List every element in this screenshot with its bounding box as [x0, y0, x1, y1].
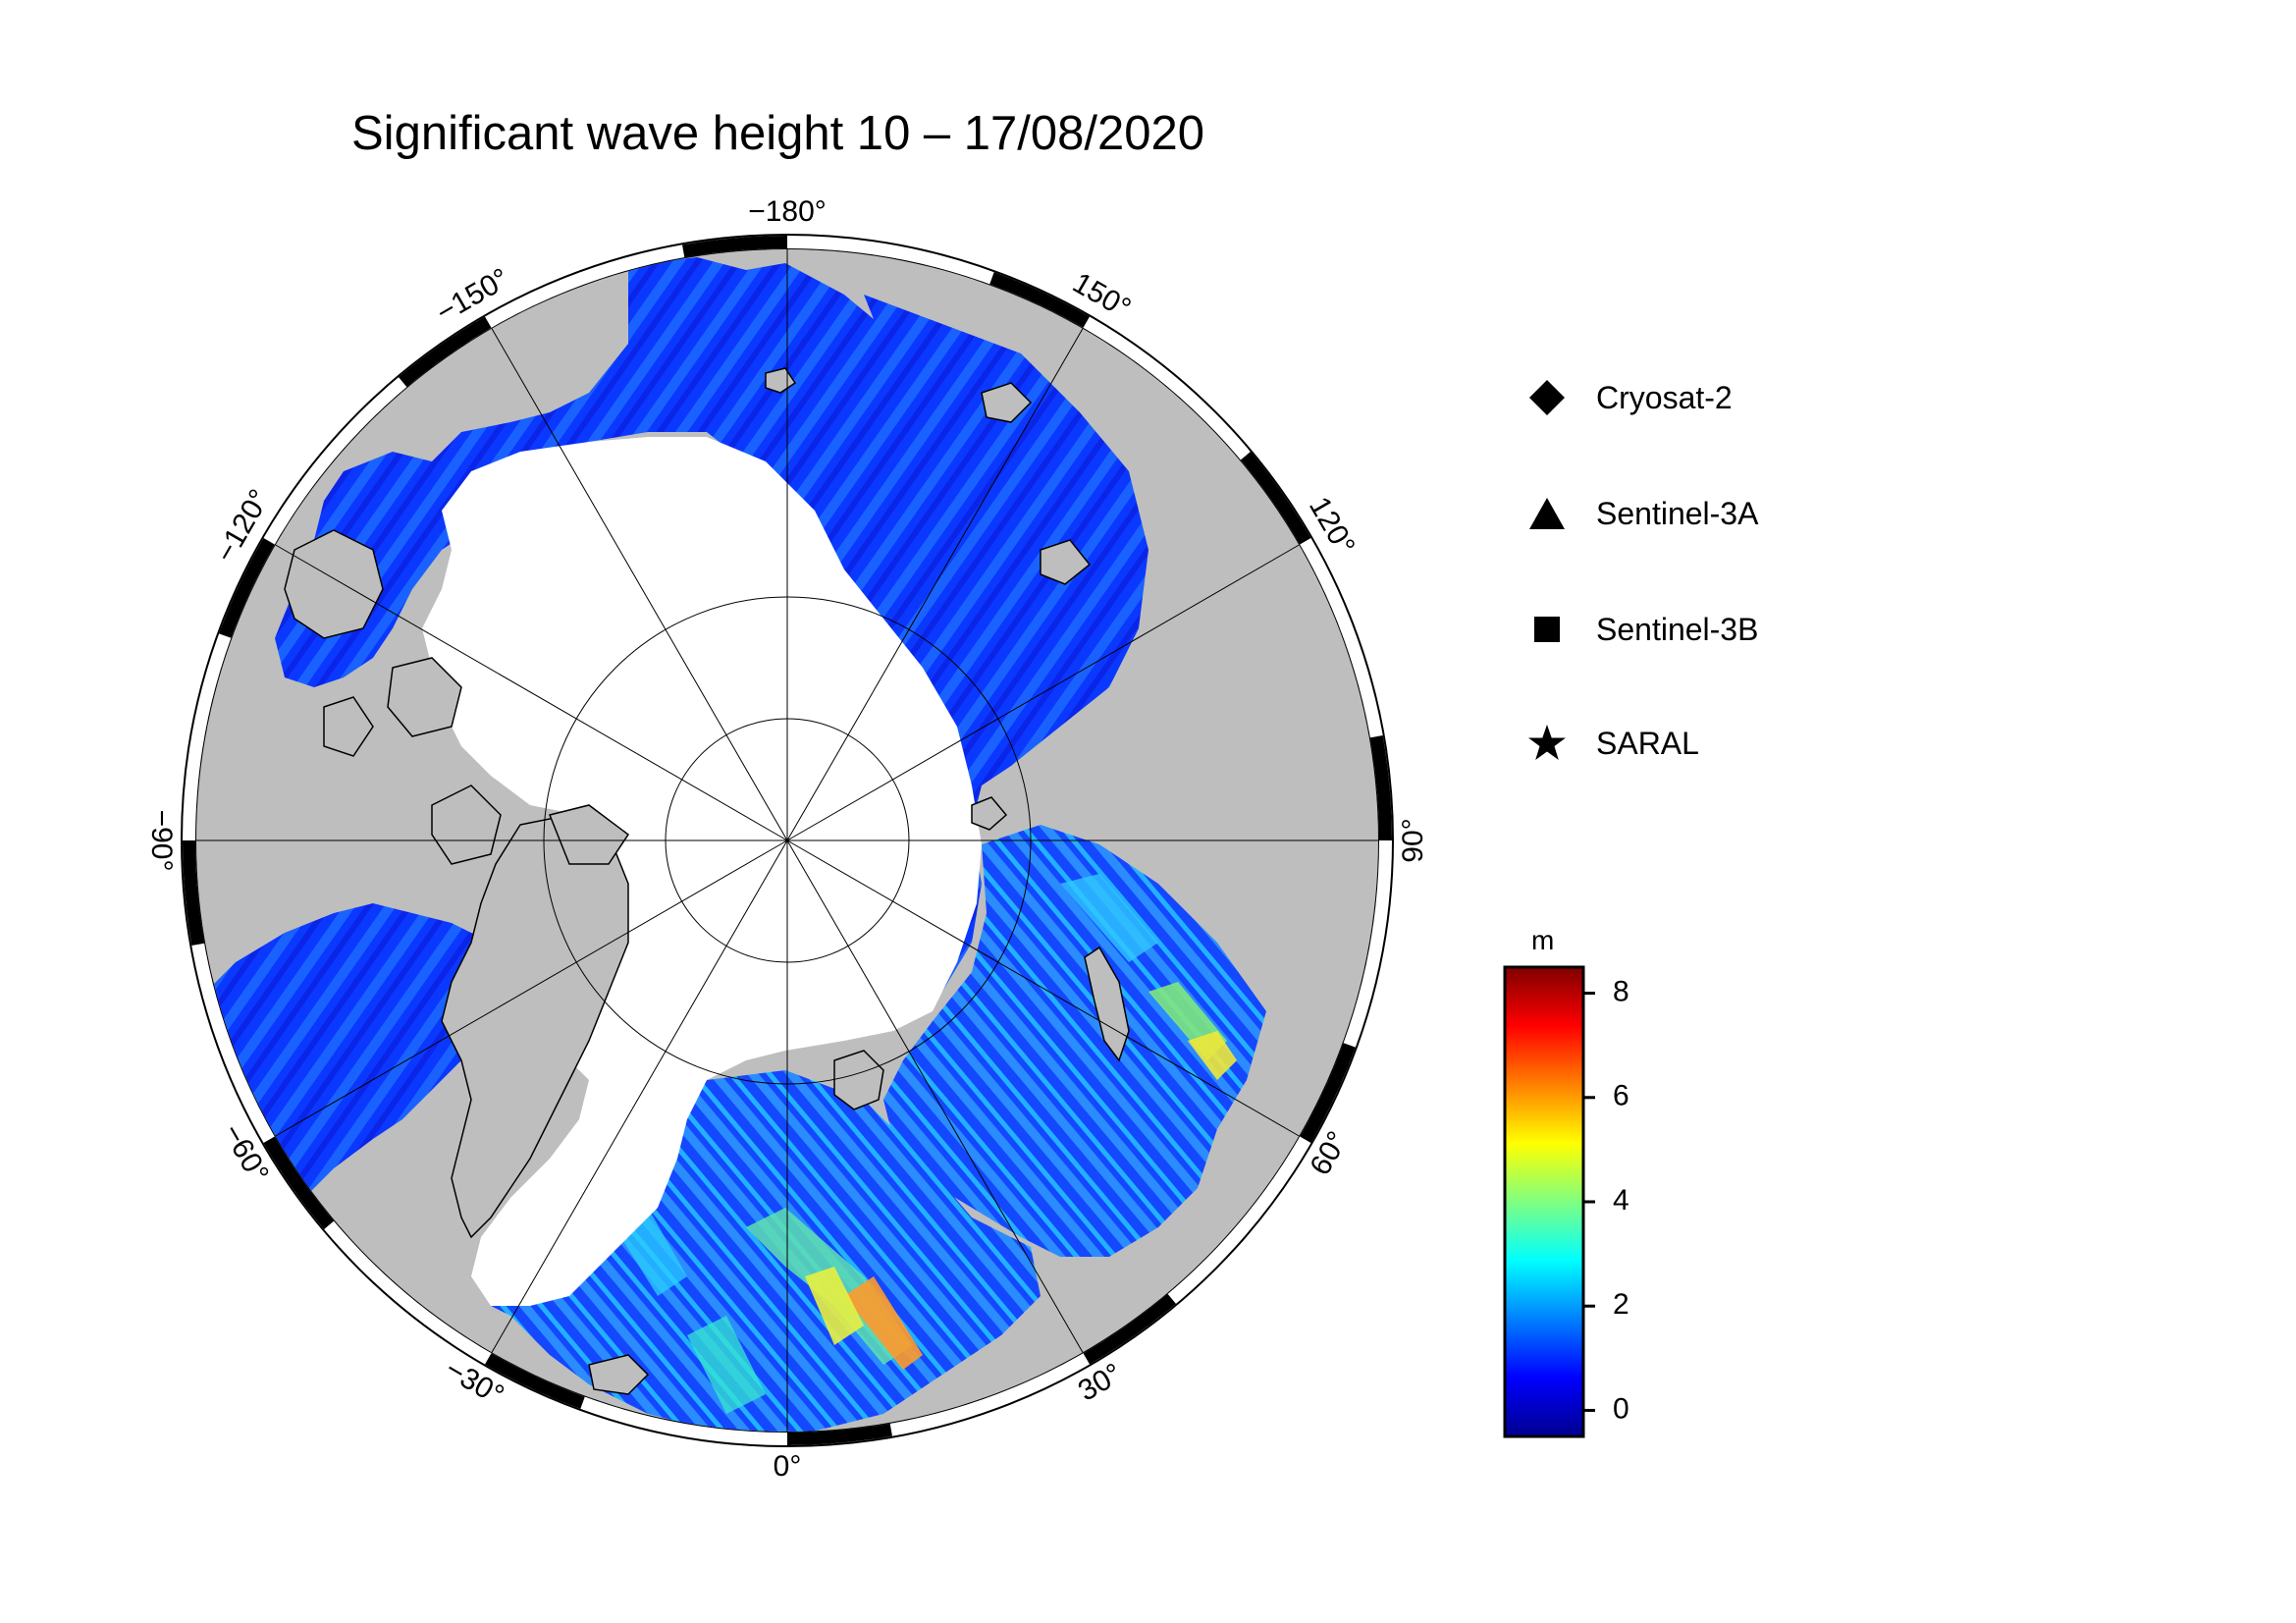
meridian-line	[491, 328, 788, 841]
colorbar-tick-label: 6	[1613, 1080, 1629, 1112]
meridian-line	[786, 839, 1084, 1353]
frame-segment	[1083, 1293, 1176, 1365]
canadian-islands-land	[284, 529, 384, 639]
land-masses	[284, 367, 1130, 1395]
legend-item-cryosat: Cryosat-2	[1527, 373, 1733, 422]
meridian-line	[275, 839, 788, 1137]
frame-segment	[1369, 735, 1392, 840]
legend-label: Sentinel-3A	[1596, 495, 1759, 531]
frame-segment	[399, 316, 492, 388]
diamond-icon	[1529, 380, 1565, 415]
ocean-tracks-barents	[883, 825, 1266, 1257]
longitude-label: 90°	[1397, 818, 1429, 862]
frame-segment	[682, 236, 787, 258]
colorbar-tick-label: 8	[1613, 975, 1629, 1007]
colorbar-unit: m	[1531, 925, 1555, 955]
legend-item-sentinel-3b: Sentinel-3B	[1527, 605, 1758, 654]
meridian-line	[786, 544, 1300, 841]
colorbar-tick-label: 0	[1613, 1392, 1629, 1425]
legend-label: Sentinel-3B	[1596, 611, 1759, 647]
triangle-icon	[1529, 498, 1565, 529]
frame-segment	[485, 1353, 585, 1409]
svalbard-land	[833, 1050, 884, 1110]
square-icon	[1534, 617, 1560, 642]
frame-segment	[263, 1136, 335, 1229]
meridian-line	[786, 328, 1084, 841]
ocean-tracks-siberian	[864, 295, 1148, 785]
map-title: Significant wave height 10 – 17/08/2020	[351, 107, 1205, 160]
frame-segment	[219, 538, 275, 638]
longitude-label: −180°	[748, 195, 827, 228]
sea-ice-cap	[422, 437, 982, 1306]
legend-label: SARAL	[1596, 725, 1699, 761]
colorbar-tick-label: 4	[1613, 1184, 1629, 1217]
iceland-land	[588, 1354, 650, 1395]
legend-item-sentinel-3a: Sentinel-3A	[1527, 489, 1758, 538]
colorbar: 0 2 4 6 8	[1503, 965, 1629, 1438]
colorbar-tick-label: 2	[1613, 1288, 1629, 1321]
star-icon	[1528, 725, 1566, 760]
meridian-line	[786, 839, 1300, 1137]
frame-segment	[1300, 1043, 1356, 1143]
legend-item-saral: SARAL	[1527, 719, 1699, 768]
frame-segment	[1240, 452, 1311, 545]
frame-segment	[183, 840, 205, 946]
longitude-label: 0°	[774, 1450, 802, 1483]
frame-segment	[989, 272, 1090, 328]
longitude-label: −90°	[145, 810, 178, 872]
colorbar-gradient	[1503, 965, 1585, 1438]
meridians	[196, 249, 1378, 1432]
meridian-line	[275, 544, 788, 841]
legend-label: Cryosat-2	[1596, 379, 1733, 415]
meridian-line	[491, 839, 788, 1353]
frame-segment	[787, 1423, 892, 1445]
novaya-zemlya-land	[1084, 946, 1130, 1062]
